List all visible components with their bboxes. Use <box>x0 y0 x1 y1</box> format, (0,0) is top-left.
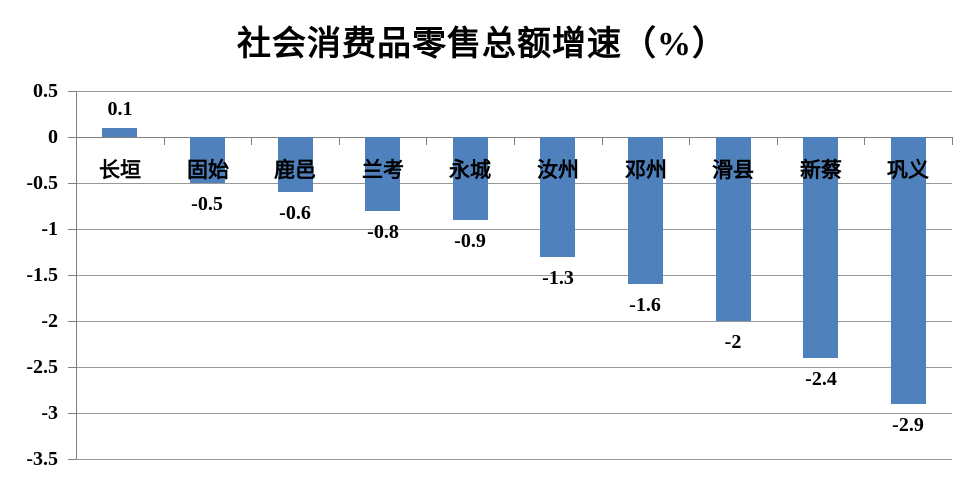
y-axis-tick-label: -2.5 <box>26 356 58 378</box>
category-axis-tick <box>777 137 778 145</box>
value-label: -2 <box>724 331 742 353</box>
y-axis-tick <box>68 321 76 322</box>
y-axis-tick <box>68 459 76 460</box>
value-label: 0.1 <box>107 98 133 120</box>
value-label: -2.4 <box>805 368 837 390</box>
bar-滑县 <box>716 137 751 321</box>
chart-title: 社会消费品零售总额增速（%） <box>237 26 727 63</box>
y-axis-tick-label: -3 <box>41 402 58 424</box>
y-axis-tick-label: -0.5 <box>26 172 58 194</box>
y-axis-tick <box>68 91 76 92</box>
category-axis-tick <box>864 137 865 145</box>
category-axis-tick <box>339 137 340 145</box>
y-axis-line <box>76 91 77 459</box>
gridline <box>76 413 952 414</box>
y-axis-tick <box>68 275 76 276</box>
y-axis-tick-label: 0 <box>48 126 58 148</box>
category-label: 邓州 <box>625 158 667 182</box>
y-axis-tick-label: -1.5 <box>26 264 58 286</box>
bar-新蔡 <box>803 137 838 358</box>
category-label: 汝州 <box>537 158 579 182</box>
y-axis-tick <box>68 413 76 414</box>
category-label: 滑县 <box>712 158 754 182</box>
category-axis-tick <box>514 137 515 145</box>
y-axis-tick <box>68 183 76 184</box>
gridline <box>76 459 952 460</box>
value-label: -0.5 <box>191 193 223 215</box>
bar-汝州 <box>540 137 575 257</box>
y-axis-tick-label: 0.5 <box>33 80 58 102</box>
category-axis-tick <box>251 137 252 145</box>
category-axis-tick <box>426 137 427 145</box>
y-axis-tick-label: -2 <box>41 310 58 332</box>
gridline <box>76 321 952 322</box>
category-label: 永城 <box>449 158 491 182</box>
category-label: 新蔡 <box>800 158 842 182</box>
category-axis-tick <box>76 137 77 145</box>
category-label: 巩义 <box>887 158 929 182</box>
gridline <box>76 275 952 276</box>
value-label: -0.8 <box>367 221 399 243</box>
bar-鹿邑 <box>278 137 313 192</box>
gridline <box>76 183 952 184</box>
category-axis-tick <box>952 137 953 145</box>
category-axis-tick <box>602 137 603 145</box>
y-axis-tick-label: -3.5 <box>26 448 58 470</box>
category-label: 长垣 <box>99 158 141 182</box>
y-axis-tick-label: -1 <box>41 218 58 240</box>
y-axis-tick <box>68 367 76 368</box>
y-axis-tick <box>68 137 76 138</box>
value-label: -1.3 <box>542 267 574 289</box>
gridline <box>76 91 952 92</box>
y-axis-tick <box>68 229 76 230</box>
category-label: 固始 <box>187 158 229 182</box>
gridline <box>76 229 952 230</box>
category-axis-tick <box>164 137 165 145</box>
bar-邓州 <box>628 137 663 284</box>
category-label: 鹿邑 <box>274 158 316 182</box>
value-label: -1.6 <box>629 294 661 316</box>
bar-巩义 <box>891 137 926 404</box>
bar-固始 <box>190 137 225 183</box>
bar-长垣 <box>102 128 137 137</box>
bar-永城 <box>453 137 488 220</box>
category-label: 兰考 <box>362 158 404 182</box>
bar-兰考 <box>365 137 400 211</box>
value-label: -0.6 <box>279 202 311 224</box>
gridline <box>76 367 952 368</box>
value-label: -0.9 <box>454 230 486 252</box>
category-axis-tick <box>689 137 690 145</box>
value-label: -2.9 <box>892 414 924 436</box>
